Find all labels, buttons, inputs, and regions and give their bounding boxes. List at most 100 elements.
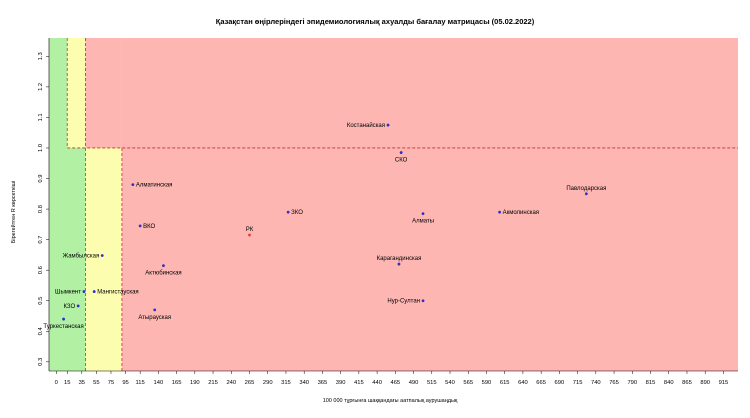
y-tick-label: 1.2 bbox=[38, 83, 44, 91]
chart-title: Қазақстан өңірлеріндегі эпидемиологиялық… bbox=[216, 17, 535, 26]
x-tick-label: 815 bbox=[646, 380, 656, 386]
x-tick-label: 340 bbox=[299, 380, 309, 386]
point-label: Алматы bbox=[412, 219, 434, 225]
point-Мангистауская: Мангистауская bbox=[92, 290, 139, 296]
x-tick-label: 590 bbox=[482, 380, 492, 386]
y-tick-label: 1.1 bbox=[38, 113, 44, 121]
red-zone-upper-mid bbox=[85, 38, 122, 148]
x-axis-label: 100 000 тұрғынға шаққандағы аатпалық аур… bbox=[323, 398, 458, 404]
point-Алматы: Алматы bbox=[412, 212, 434, 225]
point-marker bbox=[153, 308, 157, 312]
point-marker bbox=[82, 290, 86, 293]
point-label: Костанайская bbox=[347, 122, 385, 129]
point-label: Актюбинская bbox=[145, 271, 181, 277]
point-Нур-Султан: Нур-Султан bbox=[387, 299, 425, 305]
x-tick-label: 465 bbox=[390, 380, 400, 386]
point-label: Туркестанская bbox=[43, 324, 83, 330]
y-axis-label: Бірегейтген R көрсеткіші bbox=[10, 181, 17, 243]
point-marker bbox=[584, 192, 588, 196]
axes: 0.3 0.4 0.5 0.6 0.7 0.8 0.9 1.0 1.1 1.2 1.3 0 15 35 55… bbox=[38, 38, 738, 386]
x-tick-label: 515 bbox=[427, 380, 437, 386]
point-marker bbox=[138, 224, 142, 228]
y-tick-label: 0.6 bbox=[38, 266, 44, 274]
point-marker bbox=[92, 290, 96, 293]
x-tick-label: 165 bbox=[172, 380, 182, 386]
point-label: ВКО bbox=[143, 224, 155, 230]
x-tick-label: 290 bbox=[263, 380, 273, 386]
x-tick-label: 490 bbox=[409, 380, 419, 386]
point-label: Алматинская bbox=[136, 183, 173, 189]
y-tick-label: 0.5 bbox=[38, 297, 44, 305]
point-marker bbox=[62, 317, 65, 321]
x-tick-label: 240 bbox=[226, 380, 236, 386]
point-Павлодарская: Павлодарская bbox=[566, 186, 606, 196]
point-marker bbox=[386, 123, 390, 127]
x-tick-label: 95 bbox=[122, 380, 128, 386]
point-marker bbox=[286, 210, 290, 214]
point-marker bbox=[76, 304, 80, 308]
point-label: Карагандинская bbox=[377, 256, 422, 262]
x-tick-label: 75 bbox=[108, 380, 114, 386]
yellow-upper-band bbox=[67, 38, 86, 148]
x-tick-label: 790 bbox=[627, 380, 637, 386]
point-marker bbox=[421, 299, 425, 303]
x-tick-label: 140 bbox=[154, 380, 164, 386]
x-tick-label: 115 bbox=[136, 380, 145, 386]
point-РК: РК bbox=[246, 227, 254, 237]
x-tick-label: 565 bbox=[463, 380, 473, 386]
point-marker bbox=[397, 262, 401, 266]
point-ВКО: ВКО bbox=[138, 224, 156, 230]
point-label: ЗКО bbox=[291, 210, 303, 216]
y-tick-label: 0.9 bbox=[38, 175, 44, 183]
point-СКО: СКО bbox=[395, 151, 408, 164]
point-Костанайская: Костанайская bbox=[347, 122, 390, 129]
point-marker bbox=[131, 183, 135, 187]
point-label: Шымкент bbox=[55, 290, 81, 296]
point-marker bbox=[399, 151, 403, 154]
x-tick-label: 865 bbox=[682, 380, 692, 386]
x-tick-label: 765 bbox=[609, 380, 619, 386]
yellow-zone bbox=[85, 147, 122, 371]
x-tick-label: 890 bbox=[700, 380, 710, 386]
point-КЗО: КЗО bbox=[64, 304, 80, 310]
x-tick-label: 715 bbox=[573, 380, 583, 386]
x-tick-label: 640 bbox=[518, 380, 528, 386]
point-label: РК bbox=[246, 227, 254, 233]
point-Шымкент: Шымкент bbox=[55, 290, 86, 296]
x-tick-label: 740 bbox=[591, 380, 601, 386]
reference-lines bbox=[66, 38, 738, 371]
x-tick-label: 690 bbox=[555, 380, 565, 386]
point-Карагандинская: Карагандинская bbox=[377, 256, 422, 266]
point-label: Жамбылская bbox=[63, 254, 100, 260]
x-tick-label: 840 bbox=[664, 380, 674, 386]
y-tick-label: 0.3 bbox=[38, 358, 44, 366]
red-zone bbox=[121, 38, 739, 371]
point-marker bbox=[248, 233, 251, 237]
point-Акмолинская: Акмолинская bbox=[498, 210, 539, 216]
y-tick-label: 0.8 bbox=[38, 205, 44, 213]
x-tick-label: 55 bbox=[93, 380, 99, 386]
data-points: Костанайская СКО Павлодарская Алматинская ЗК… bbox=[43, 122, 606, 330]
point-label: Нур-Султан bbox=[387, 299, 420, 305]
x-tick-label: 415 bbox=[354, 380, 364, 386]
point-label: Атырауская bbox=[138, 315, 171, 321]
x-tick-label: 15 bbox=[64, 380, 70, 386]
point-label: Акмолинская bbox=[503, 210, 539, 216]
point-label: Павлодарская bbox=[566, 186, 606, 192]
y-tick-label: 0.4 bbox=[38, 326, 44, 335]
point-marker bbox=[498, 210, 501, 214]
risk-zones bbox=[49, 38, 739, 371]
point-label: СКО bbox=[395, 158, 408, 164]
x-tick-label: 915 bbox=[719, 380, 729, 386]
point-marker bbox=[421, 212, 425, 216]
point-ЗКО: ЗКО bbox=[286, 210, 303, 216]
x-tick-label: 365 bbox=[318, 380, 328, 386]
x-tick-label: 540 bbox=[445, 380, 455, 386]
point-marker bbox=[162, 264, 165, 268]
x-tick-label: 440 bbox=[372, 380, 382, 386]
y-tick-label: 1.3 bbox=[38, 52, 44, 60]
point-label: Мангистауская bbox=[97, 290, 138, 296]
x-tick-label: 615 bbox=[500, 380, 510, 386]
